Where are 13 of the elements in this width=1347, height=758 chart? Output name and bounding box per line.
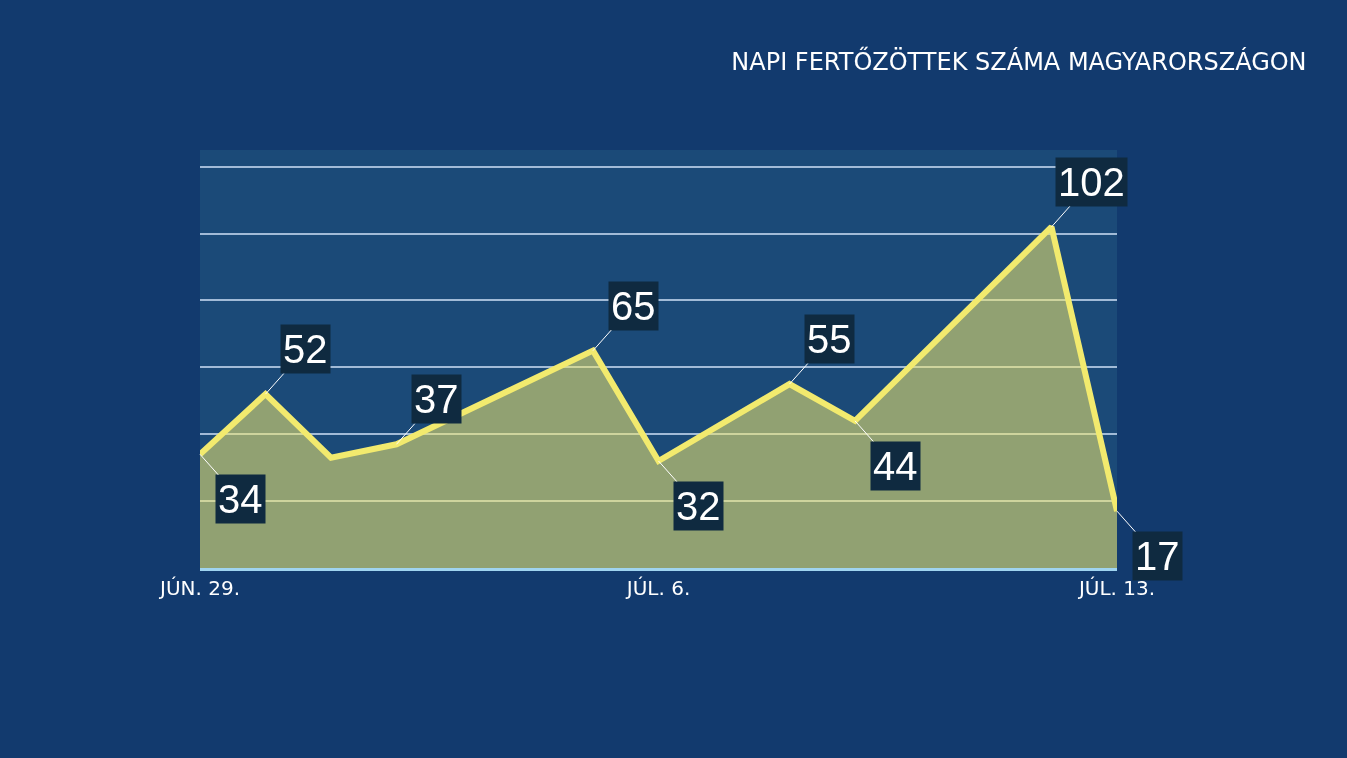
data-label: 55	[807, 317, 852, 361]
data-label: 17	[1135, 534, 1180, 578]
data-label: 65	[611, 284, 656, 328]
data-label: 102	[1058, 160, 1125, 204]
chart-title: NAPI FERTŐZÖTTEK SZÁMA MAGYARORSZÁGON	[731, 45, 1307, 76]
data-label: 37	[414, 377, 459, 421]
x-tick-label: JÚN. 29.	[157, 576, 241, 600]
data-label: 34	[218, 477, 263, 521]
data-label: 44	[873, 444, 918, 488]
x-tick-label: JÚL. 13.	[1076, 576, 1156, 600]
data-label: 32	[676, 484, 721, 528]
x-tick-label: JÚL. 6.	[624, 576, 691, 600]
data-label: 52	[283, 327, 328, 371]
